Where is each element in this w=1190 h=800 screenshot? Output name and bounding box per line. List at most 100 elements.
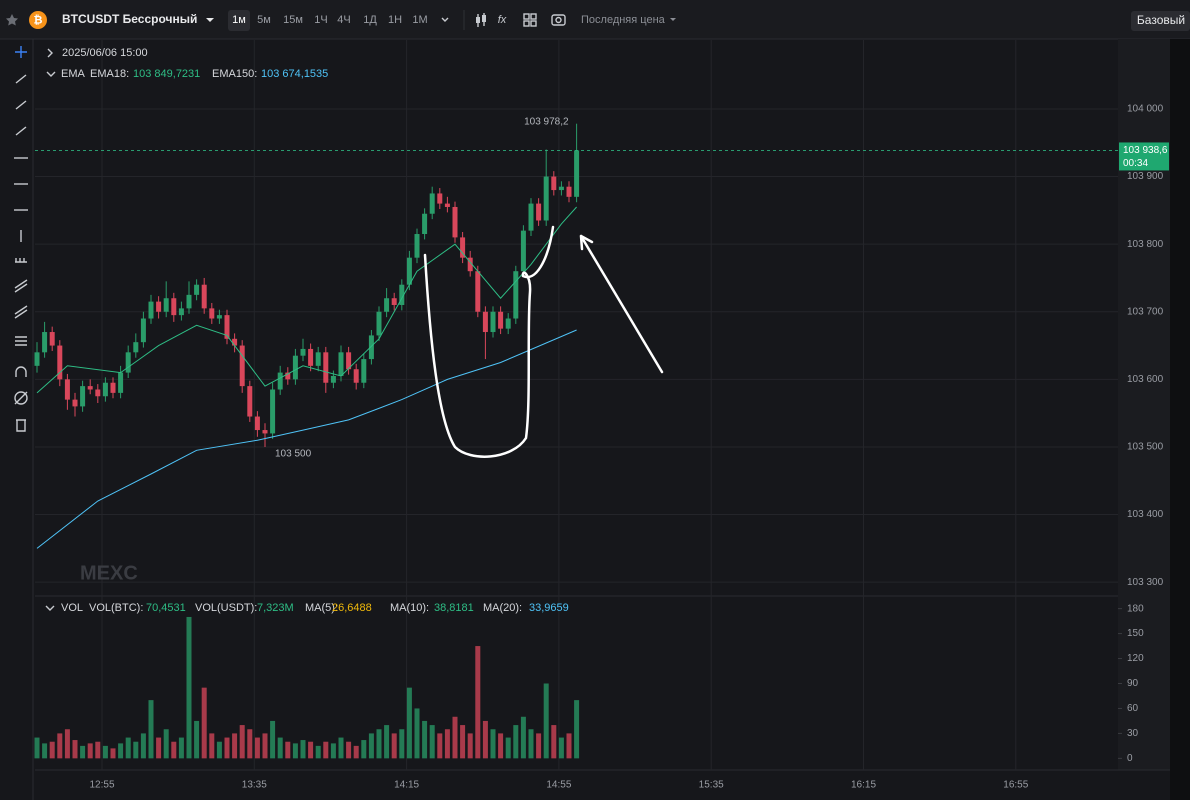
candle-body	[452, 206, 458, 238]
price-type[interactable]: Последняя цена	[581, 14, 666, 26]
volume-bar	[300, 740, 306, 759]
layout-icon[interactable]	[523, 13, 537, 27]
channel-tool[interactable]	[14, 279, 28, 293]
candle-body	[353, 369, 359, 383]
interval[interactable]: 1М	[412, 14, 427, 26]
legend-name: VOL(BTC):	[89, 602, 143, 614]
volume-tick-label: 90	[1127, 678, 1139, 689]
volume-bar	[566, 733, 572, 759]
candle-body	[110, 382, 116, 393]
candle-body	[232, 338, 238, 346]
volume-bar	[543, 683, 549, 759]
volume-bar	[239, 725, 245, 759]
candle-body	[558, 186, 564, 191]
candle-body	[346, 352, 352, 370]
legend-name: MA(20):	[483, 602, 522, 614]
volume-bar	[148, 700, 154, 759]
volume-bar	[330, 743, 336, 759]
symbol[interactable]: BTCUSDT Бессрочный	[62, 12, 197, 26]
candle-body	[574, 150, 580, 197]
volume-bar	[95, 741, 101, 759]
candle-body	[475, 271, 481, 312]
candle-body	[277, 372, 283, 390]
candle-body	[285, 372, 291, 380]
candle-body	[422, 213, 428, 235]
candle-body	[49, 332, 55, 346]
candle-body	[551, 176, 557, 191]
interval[interactable]: 1Ч	[314, 14, 327, 26]
hide-tool[interactable]	[14, 391, 28, 405]
candle-body	[528, 203, 534, 231]
price-type-dropdown[interactable]	[670, 18, 676, 21]
collapse-icon[interactable]	[46, 71, 56, 77]
chart-type-icon[interactable]	[476, 13, 486, 27]
y-tick-label: 103 600	[1127, 374, 1164, 385]
candle-body	[368, 335, 374, 360]
interval[interactable]: 5м	[257, 14, 271, 26]
candle-body	[482, 311, 488, 333]
legend-value: 7,323M	[257, 602, 294, 614]
magnet-tool[interactable]	[15, 366, 27, 377]
candle-body	[140, 318, 146, 343]
legend-name: EMA18:	[90, 68, 129, 80]
indicators-icon[interactable]: fx	[498, 14, 507, 26]
symbol-dropdown[interactable]	[206, 18, 214, 22]
fib-tool[interactable]	[14, 305, 28, 319]
candle-body	[338, 352, 344, 376]
volume-bar	[460, 725, 466, 759]
interval[interactable]: 1Д	[363, 14, 377, 26]
volume-bar	[262, 733, 268, 759]
expand-icon[interactable]	[47, 48, 53, 58]
ray-tool[interactable]	[15, 100, 27, 110]
volume-bar	[422, 720, 428, 759]
volume-bar	[536, 733, 542, 759]
ema-line	[36, 206, 577, 394]
candle-body	[186, 294, 192, 309]
trend-line-tool[interactable]	[15, 74, 27, 84]
interval-dropdown[interactable]	[441, 17, 449, 22]
interval[interactable]: 4Ч	[337, 14, 350, 26]
candle-body	[171, 298, 177, 316]
interval[interactable]: 1м	[232, 14, 246, 26]
crosshair-tool[interactable]	[15, 46, 27, 58]
candle-body	[102, 382, 108, 397]
volume-bar	[224, 737, 230, 759]
candle-body	[566, 186, 572, 197]
volume-bar	[346, 741, 352, 759]
volume-bar	[232, 733, 238, 759]
volume-bar	[520, 716, 526, 759]
collapse-icon[interactable]	[45, 605, 55, 611]
x-tick-label: 14:15	[394, 780, 419, 791]
text-tool[interactable]	[15, 336, 27, 346]
candle-body	[384, 298, 390, 312]
candle-body	[460, 237, 466, 258]
volume-bar	[247, 729, 253, 759]
interval[interactable]: 1Н	[388, 14, 402, 26]
candle-body	[437, 193, 443, 204]
hand-drawn-arrow	[579, 234, 664, 374]
candle-body	[323, 352, 329, 383]
candle-body	[308, 348, 314, 366]
measure-tool[interactable]	[15, 258, 27, 263]
screenshot-icon[interactable]	[551, 14, 566, 26]
x-tick-label: 16:15	[851, 780, 876, 791]
volume-bar	[551, 725, 557, 759]
extended-line-tool[interactable]	[15, 126, 27, 136]
favorite-icon[interactable]	[6, 14, 18, 26]
delete-tool[interactable]	[16, 419, 26, 432]
last-price-tag	[1119, 142, 1169, 171]
candle-body	[148, 301, 154, 319]
volume-tick-label: 120	[1127, 653, 1144, 664]
volume-bar	[156, 737, 162, 759]
volume-bar	[140, 733, 146, 759]
volume-tick-label: 150	[1127, 628, 1144, 639]
volume-bar	[437, 733, 443, 759]
candle-body	[414, 234, 420, 258]
side-edge	[1170, 39, 1190, 800]
interval[interactable]: 15м	[283, 14, 303, 26]
candle-body	[57, 345, 63, 380]
volume-bar	[414, 708, 420, 759]
mode-button[interactable]	[1131, 11, 1190, 31]
legend-name: MA(5):	[305, 602, 338, 614]
